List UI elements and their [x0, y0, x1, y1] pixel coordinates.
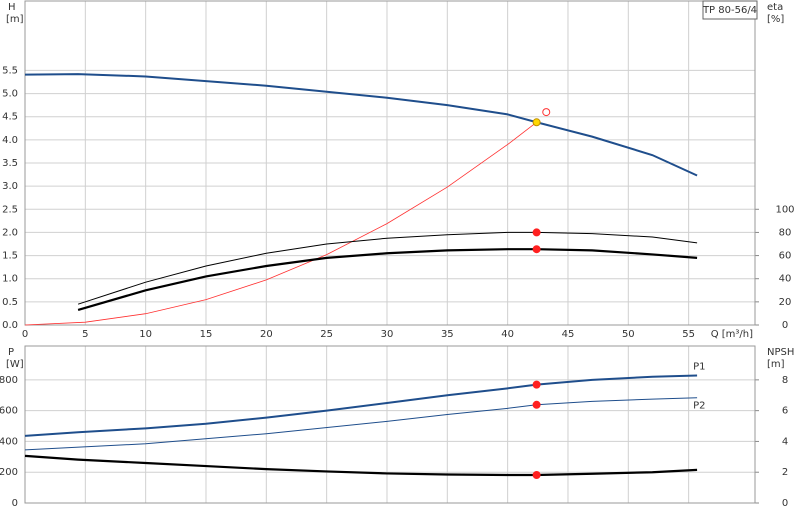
- x-tick-label: 25: [320, 329, 333, 340]
- chart-title: TP 80-56/4: [702, 5, 757, 16]
- y-tick-label: 4.0: [2, 135, 18, 146]
- y2-tick-label: 80: [779, 227, 792, 238]
- curve-label: P1: [693, 362, 705, 373]
- operating-point: [532, 245, 541, 254]
- plot-frame: [24, 345, 756, 504]
- x-tick-label: 0: [22, 329, 28, 340]
- y-tick-label: 2.0: [2, 227, 18, 238]
- y2-tick-label: 2: [782, 467, 788, 478]
- y-tick-label: 3.0: [2, 181, 18, 192]
- curve-label: P2: [693, 401, 705, 412]
- y-tick-label: 600: [0, 406, 18, 417]
- x-tick-label: 50: [622, 329, 635, 340]
- y-tick-label: 3.5: [2, 158, 18, 169]
- x-axis-label: Q [m³/h]: [711, 329, 753, 340]
- y2-tick-label: 8: [782, 375, 788, 386]
- y-axis-label: P: [8, 347, 14, 358]
- operating-point: [532, 470, 541, 479]
- plot-area: [25, 346, 755, 503]
- y-axis-unit: [m]: [6, 14, 24, 25]
- y-tick-label: 1.5: [2, 251, 18, 262]
- y-tick-label: 4.5: [2, 112, 18, 123]
- y-tick-label: 0: [12, 498, 18, 509]
- y2-tick-label: 0: [782, 498, 788, 509]
- y2-tick-label: 4: [782, 436, 788, 447]
- curve: [24, 454, 698, 477]
- y2-tick-label: 0: [782, 320, 788, 331]
- title-box: [702, 0, 758, 20]
- y-tick-label: 2.5: [2, 204, 18, 215]
- x-tick-label: 20: [260, 329, 273, 340]
- y2-axis-unit: [%]: [767, 14, 784, 25]
- y-tick-label: 800: [0, 375, 18, 386]
- operating-point: [532, 380, 541, 389]
- x-tick-label: 35: [441, 329, 454, 340]
- curve: [24, 397, 698, 451]
- curve: [24, 121, 537, 326]
- x-tick-label: 15: [200, 329, 213, 340]
- curve: [77, 248, 698, 312]
- x-tick-label: 30: [381, 329, 394, 340]
- x-tick-label: 40: [501, 329, 514, 340]
- operating-point: [532, 400, 541, 409]
- y2-axis-label: eta: [767, 2, 783, 13]
- y2-tick-label: 20: [779, 297, 792, 308]
- y2-tick-label: 60: [779, 251, 792, 262]
- y2-axis-unit: [m]: [767, 359, 785, 370]
- operating-point: [532, 228, 541, 237]
- x-tick-label: 55: [682, 329, 695, 340]
- operating-point: [532, 118, 541, 127]
- y-tick-label: 200: [0, 467, 18, 478]
- y-tick-label: 0.5: [2, 297, 18, 308]
- plot-frame: [24, 0, 756, 326]
- y-tick-label: 5.5: [2, 65, 18, 76]
- curve: [77, 231, 698, 305]
- y-axis-unit: [W]: [6, 359, 24, 370]
- y-tick-label: 1.0: [2, 274, 18, 285]
- operating-point: [542, 108, 551, 117]
- y2-tick-label: 40: [779, 274, 792, 285]
- y2-tick-label: 100: [775, 204, 794, 215]
- curve: [24, 73, 698, 177]
- y2-axis-label: NPSH: [767, 347, 794, 358]
- y-axis-label: H: [8, 2, 16, 13]
- x-tick-label: 5: [82, 329, 88, 340]
- y2-tick-label: 6: [782, 406, 788, 417]
- x-tick-label: 10: [139, 329, 152, 340]
- curve: [24, 374, 698, 437]
- y-tick-label: 5.0: [2, 89, 18, 100]
- x-tick-label: 45: [562, 329, 575, 340]
- y-tick-label: 0.0: [2, 320, 18, 331]
- y-tick-label: 400: [0, 436, 18, 447]
